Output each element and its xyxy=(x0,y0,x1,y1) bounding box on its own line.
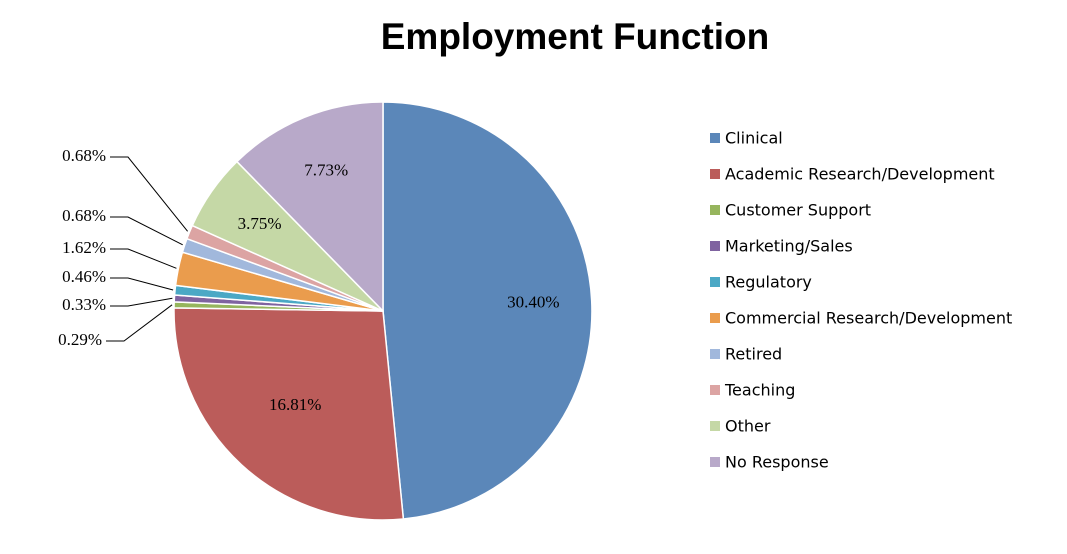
legend-label-other: Other xyxy=(725,417,771,436)
data-label-other: 3.75% xyxy=(238,214,282,233)
legend-label-regulatory: Regulatory xyxy=(725,273,812,292)
legend-swatch-teaching xyxy=(710,385,720,395)
legend-swatch-regulatory xyxy=(710,277,720,287)
legend-label-commercial-research-development: Commercial Research/Development xyxy=(725,309,1012,328)
data-label-no-response: 7.73% xyxy=(304,161,348,180)
legend-label-marketing-sales: Marketing/Sales xyxy=(725,237,853,256)
legend-swatch-other xyxy=(710,421,720,431)
pie-slice-academic-research-development xyxy=(173,307,405,521)
legend-swatch-customer-support xyxy=(710,205,720,215)
data-label-commercial-research-development: 1.62% xyxy=(62,238,106,257)
leader-line-retired xyxy=(110,216,183,246)
legend-label-clinical: Clinical xyxy=(725,129,783,148)
pie-slice-clinical xyxy=(382,101,593,520)
legend: Clinical Academic Research/Development Cus… xyxy=(710,129,1012,472)
legend-label-teaching: Teaching xyxy=(724,381,795,400)
legend-swatch-academic-research-development xyxy=(710,169,720,179)
data-label-retired: 0.68% xyxy=(62,206,106,225)
legend-swatch-commercial-research-development xyxy=(710,313,720,323)
pie-slice-no-response xyxy=(236,101,384,312)
data-label-customer-support: 0.29% xyxy=(58,330,102,349)
legend-swatch-no-response xyxy=(710,457,720,467)
data-label-regulatory: 0.46% xyxy=(62,267,106,286)
data-label-teaching: 0.68% xyxy=(62,146,106,165)
data-label-marketing-sales: 0.33% xyxy=(62,295,106,314)
pie-slices xyxy=(173,101,593,521)
chart-title: Employment Function xyxy=(380,16,770,57)
legend-swatch-retired xyxy=(710,349,720,359)
legend-label-academic-research-development: Academic Research/Development xyxy=(725,165,995,184)
leader-line-teaching xyxy=(110,156,188,232)
leader-lines xyxy=(106,156,188,342)
data-label-clinical: 30.40% xyxy=(507,293,559,312)
legend-swatch-clinical xyxy=(710,133,720,143)
data-labels: 30.40% 16.81% 0.29% 0.33% 0.46% 1.62% 0.68% 0.6… xyxy=(58,146,559,414)
legend-label-retired: Retired xyxy=(725,345,782,364)
leader-line-commercial-research-development xyxy=(110,248,177,269)
data-label-academic-research-development: 16.81% xyxy=(269,395,321,414)
leader-line-customer-support xyxy=(106,304,173,342)
leader-line-regulatory xyxy=(110,277,174,291)
legend-swatch-marketing-sales xyxy=(710,241,720,251)
leader-line-marketing-sales xyxy=(110,297,173,307)
legend-label-no-response: No Response xyxy=(725,453,829,472)
legend-label-customer-support: Customer Support xyxy=(725,201,871,220)
